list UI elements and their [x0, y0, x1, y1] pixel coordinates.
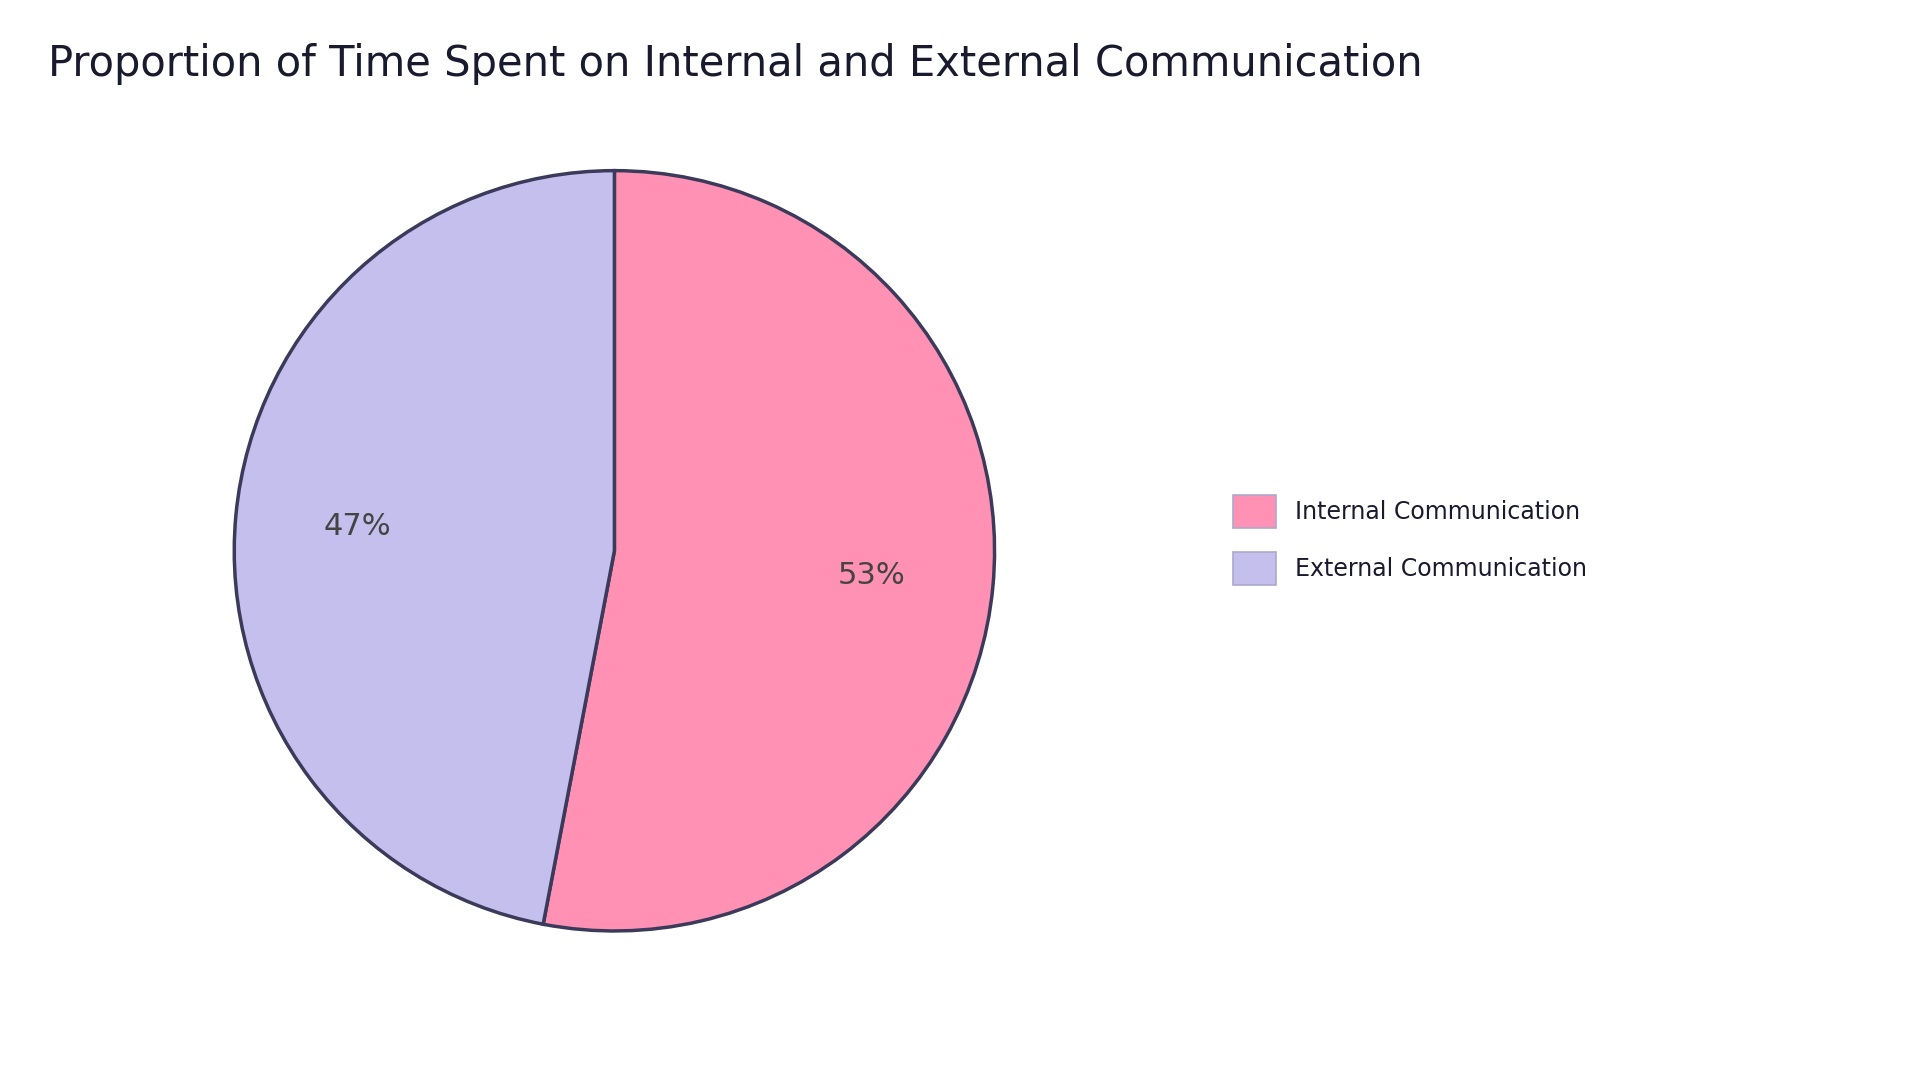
Text: 47%: 47% — [323, 512, 392, 541]
Wedge shape — [543, 171, 995, 931]
Text: Proportion of Time Spent on Internal and External Communication: Proportion of Time Spent on Internal and… — [48, 43, 1423, 85]
Legend: Internal Communication, External Communication: Internal Communication, External Communi… — [1221, 483, 1599, 597]
Text: 53%: 53% — [837, 561, 906, 590]
Wedge shape — [234, 171, 614, 924]
